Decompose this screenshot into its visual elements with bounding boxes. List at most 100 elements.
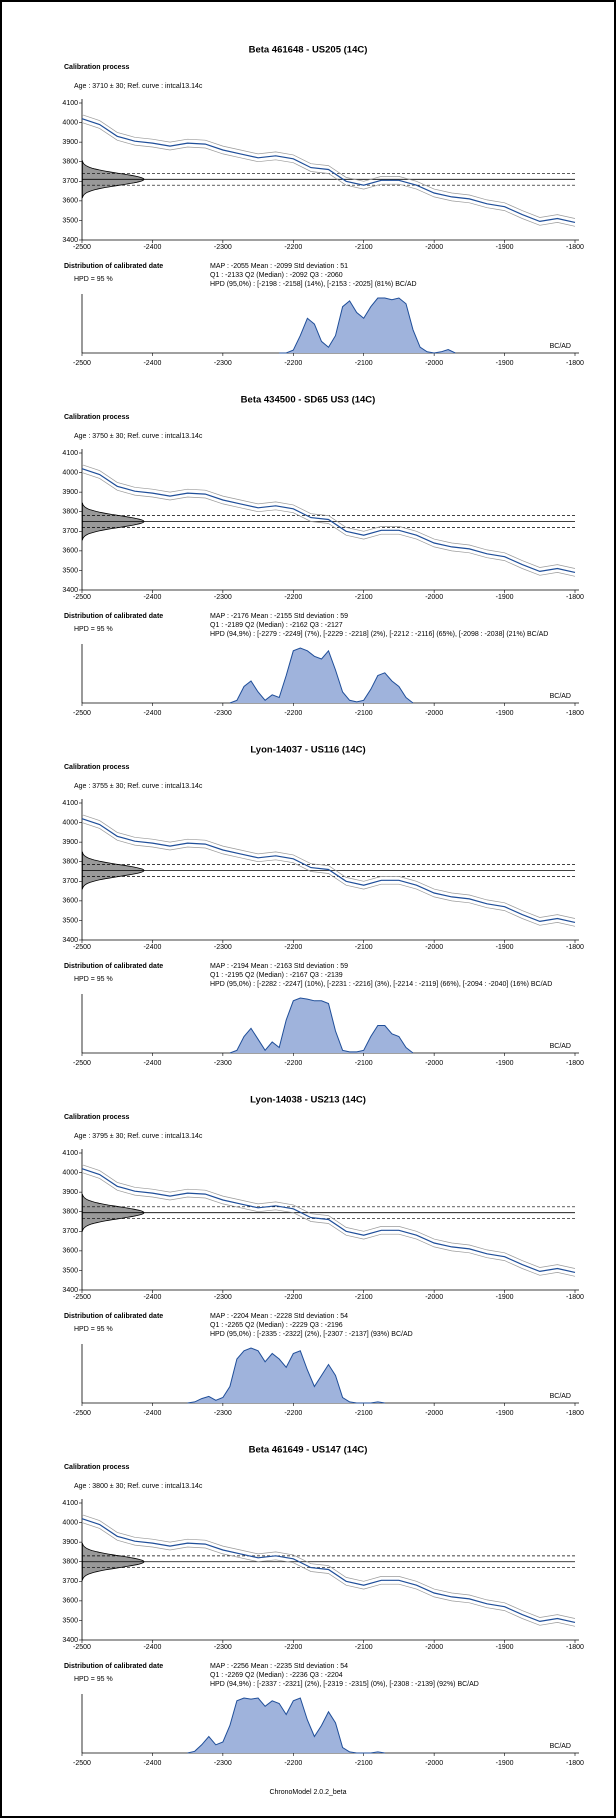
stat-line: MAP : -2256 Mean : -2235 Std deviation :… — [210, 1663, 348, 1670]
y-tick-label: 3500 — [62, 567, 78, 574]
y-tick-label: 3800 — [62, 859, 78, 866]
y-tick-label: 4100 — [62, 450, 78, 457]
y-tick-label: 3400 — [62, 587, 78, 594]
x-tick-label: -2300 — [214, 1060, 232, 1067]
y-tick-label: 3900 — [62, 489, 78, 496]
panel-title: Lyon-14037 - US116 (14C) — [250, 745, 365, 756]
y-tick-label: 4100 — [62, 800, 78, 807]
calibration-curve — [81, 1518, 576, 1623]
x-tick-label: -2200 — [284, 1644, 302, 1651]
section-label: Calibration process — [64, 1114, 129, 1121]
y-tick-label: 4000 — [62, 1169, 78, 1176]
section-label: Distribution of calibrated date — [64, 1313, 163, 1320]
x-tick-label: -2300 — [214, 1644, 232, 1651]
x-tick-label: -2100 — [355, 1760, 373, 1767]
x-tick-label: -2300 — [214, 944, 232, 951]
x-tick-label: -2400 — [143, 944, 161, 951]
curve-envelope — [81, 1172, 576, 1277]
y-tick-label: 3700 — [62, 878, 78, 885]
x-tick-label: -2400 — [143, 1060, 161, 1067]
x-tick-label: -2200 — [284, 944, 302, 951]
density-line — [187, 1697, 385, 1754]
x-tick-label: -2200 — [284, 1410, 302, 1417]
x-tick-label: -1900 — [496, 944, 514, 951]
panel-title: Lyon-14038 - US213 (14C) — [250, 1095, 366, 1106]
x-tick-label: -2200 — [284, 244, 302, 251]
stat-line: Q1 : -2269 Q2 (Median) : -2236 Q3 : -220… — [210, 1672, 343, 1679]
y-tick-label: 4000 — [62, 819, 78, 826]
density-line — [229, 997, 414, 1054]
x-tick-label: -2400 — [143, 360, 161, 367]
density-area — [187, 1348, 385, 1403]
density-area — [279, 298, 456, 353]
y-tick-label: 3500 — [62, 1617, 78, 1624]
section-label: Distribution of calibrated date — [64, 963, 163, 970]
y-tick-label: 3500 — [62, 917, 78, 924]
x-tick-label: -2400 — [143, 594, 161, 601]
x-tick-label: -1800 — [566, 594, 584, 601]
y-tick-label: 3900 — [62, 839, 78, 846]
x-tick-label: -2000 — [425, 1410, 443, 1417]
y-tick-label: 3900 — [62, 1539, 78, 1546]
x-tick-label: -1900 — [496, 1644, 514, 1651]
x-tick-label: -2500 — [73, 944, 91, 951]
y-tick-label: 3700 — [62, 1228, 78, 1235]
section-label: Calibration process — [64, 414, 129, 421]
x-tick-label: -2200 — [284, 1060, 302, 1067]
y-tick-label: 3700 — [62, 528, 78, 535]
x-tick-label: -2000 — [425, 594, 443, 601]
density-line — [187, 1347, 385, 1404]
y-tick-label: 3900 — [62, 139, 78, 146]
hpd-label: HPD = 95 % — [74, 1676, 113, 1683]
x-tick-label: -1800 — [566, 360, 584, 367]
y-tick-label: 3700 — [62, 178, 78, 185]
y-tick-label: 4000 — [62, 119, 78, 126]
x-tick-label: -1900 — [496, 710, 514, 717]
x-tick-label: -2500 — [73, 244, 91, 251]
x-tick-label: -1900 — [496, 594, 514, 601]
section-label: Calibration process — [64, 1464, 129, 1471]
y-tick-label: 3600 — [62, 1248, 78, 1255]
x-tick-label: -2100 — [355, 710, 373, 717]
x-tick-label: -2100 — [355, 1060, 373, 1067]
y-tick-label: 4100 — [62, 1150, 78, 1157]
y-tick-label: 3600 — [62, 1598, 78, 1605]
x-tick-label: -1800 — [566, 1644, 584, 1651]
stat-line: Q1 : -2189 Q2 (Median) : -2162 Q3 : -212… — [210, 622, 343, 629]
x-tick-label: -2100 — [355, 594, 373, 601]
x-tick-label: -2400 — [143, 1644, 161, 1651]
x-tick-label: -2000 — [425, 1294, 443, 1301]
y-tick-label: 3400 — [62, 1637, 78, 1644]
section-label: Distribution of calibrated date — [64, 1663, 163, 1670]
curve-envelope — [81, 464, 576, 569]
curve-envelope — [81, 1164, 576, 1269]
x-tick-label: -2500 — [73, 1294, 91, 1301]
calibration-curve — [81, 118, 576, 223]
y-tick-label: 3600 — [62, 548, 78, 555]
curve-envelope — [81, 814, 576, 919]
calibration-curve — [81, 1168, 576, 1273]
y-tick-label: 3800 — [62, 1209, 78, 1216]
x-tick-label: -2500 — [73, 1644, 91, 1651]
unit-label: BC/AD — [550, 1393, 571, 1400]
hpd-label: HPD = 95 % — [74, 276, 113, 283]
stat-line: HPD (95,0%) : [-2282 : -2247] (10%), [-2… — [210, 981, 552, 988]
stat-line: MAP : -2194 Mean : -2163 Std deviation :… — [210, 963, 348, 970]
reference-note: Age : 3710 ± 30; Ref. curve : intcal13.1… — [74, 83, 203, 90]
curve-envelope — [81, 122, 576, 227]
curve-envelope — [81, 1522, 576, 1627]
x-tick-label: -2000 — [425, 244, 443, 251]
x-tick-label: -2400 — [143, 1294, 161, 1301]
x-tick-label: -2200 — [284, 1294, 302, 1301]
reference-note: Age : 3800 ± 30; Ref. curve : intcal13.1… — [74, 1483, 203, 1490]
density-area — [229, 648, 413, 703]
footer: ChronoModel 2.0.2_beta — [269, 1789, 346, 1796]
x-tick-label: -2200 — [284, 1760, 302, 1767]
x-tick-label: -2300 — [214, 1760, 232, 1767]
stat-line: HPD (94,9%) : [-2337 : -2321] (2%), [-23… — [210, 1681, 479, 1688]
section-label: Calibration process — [64, 64, 129, 71]
density-area — [229, 998, 413, 1053]
stat-line: HPD (95,0%) : [-2335 : -2322] (2%), [-23… — [210, 1331, 413, 1338]
x-tick-label: -1800 — [566, 244, 584, 251]
